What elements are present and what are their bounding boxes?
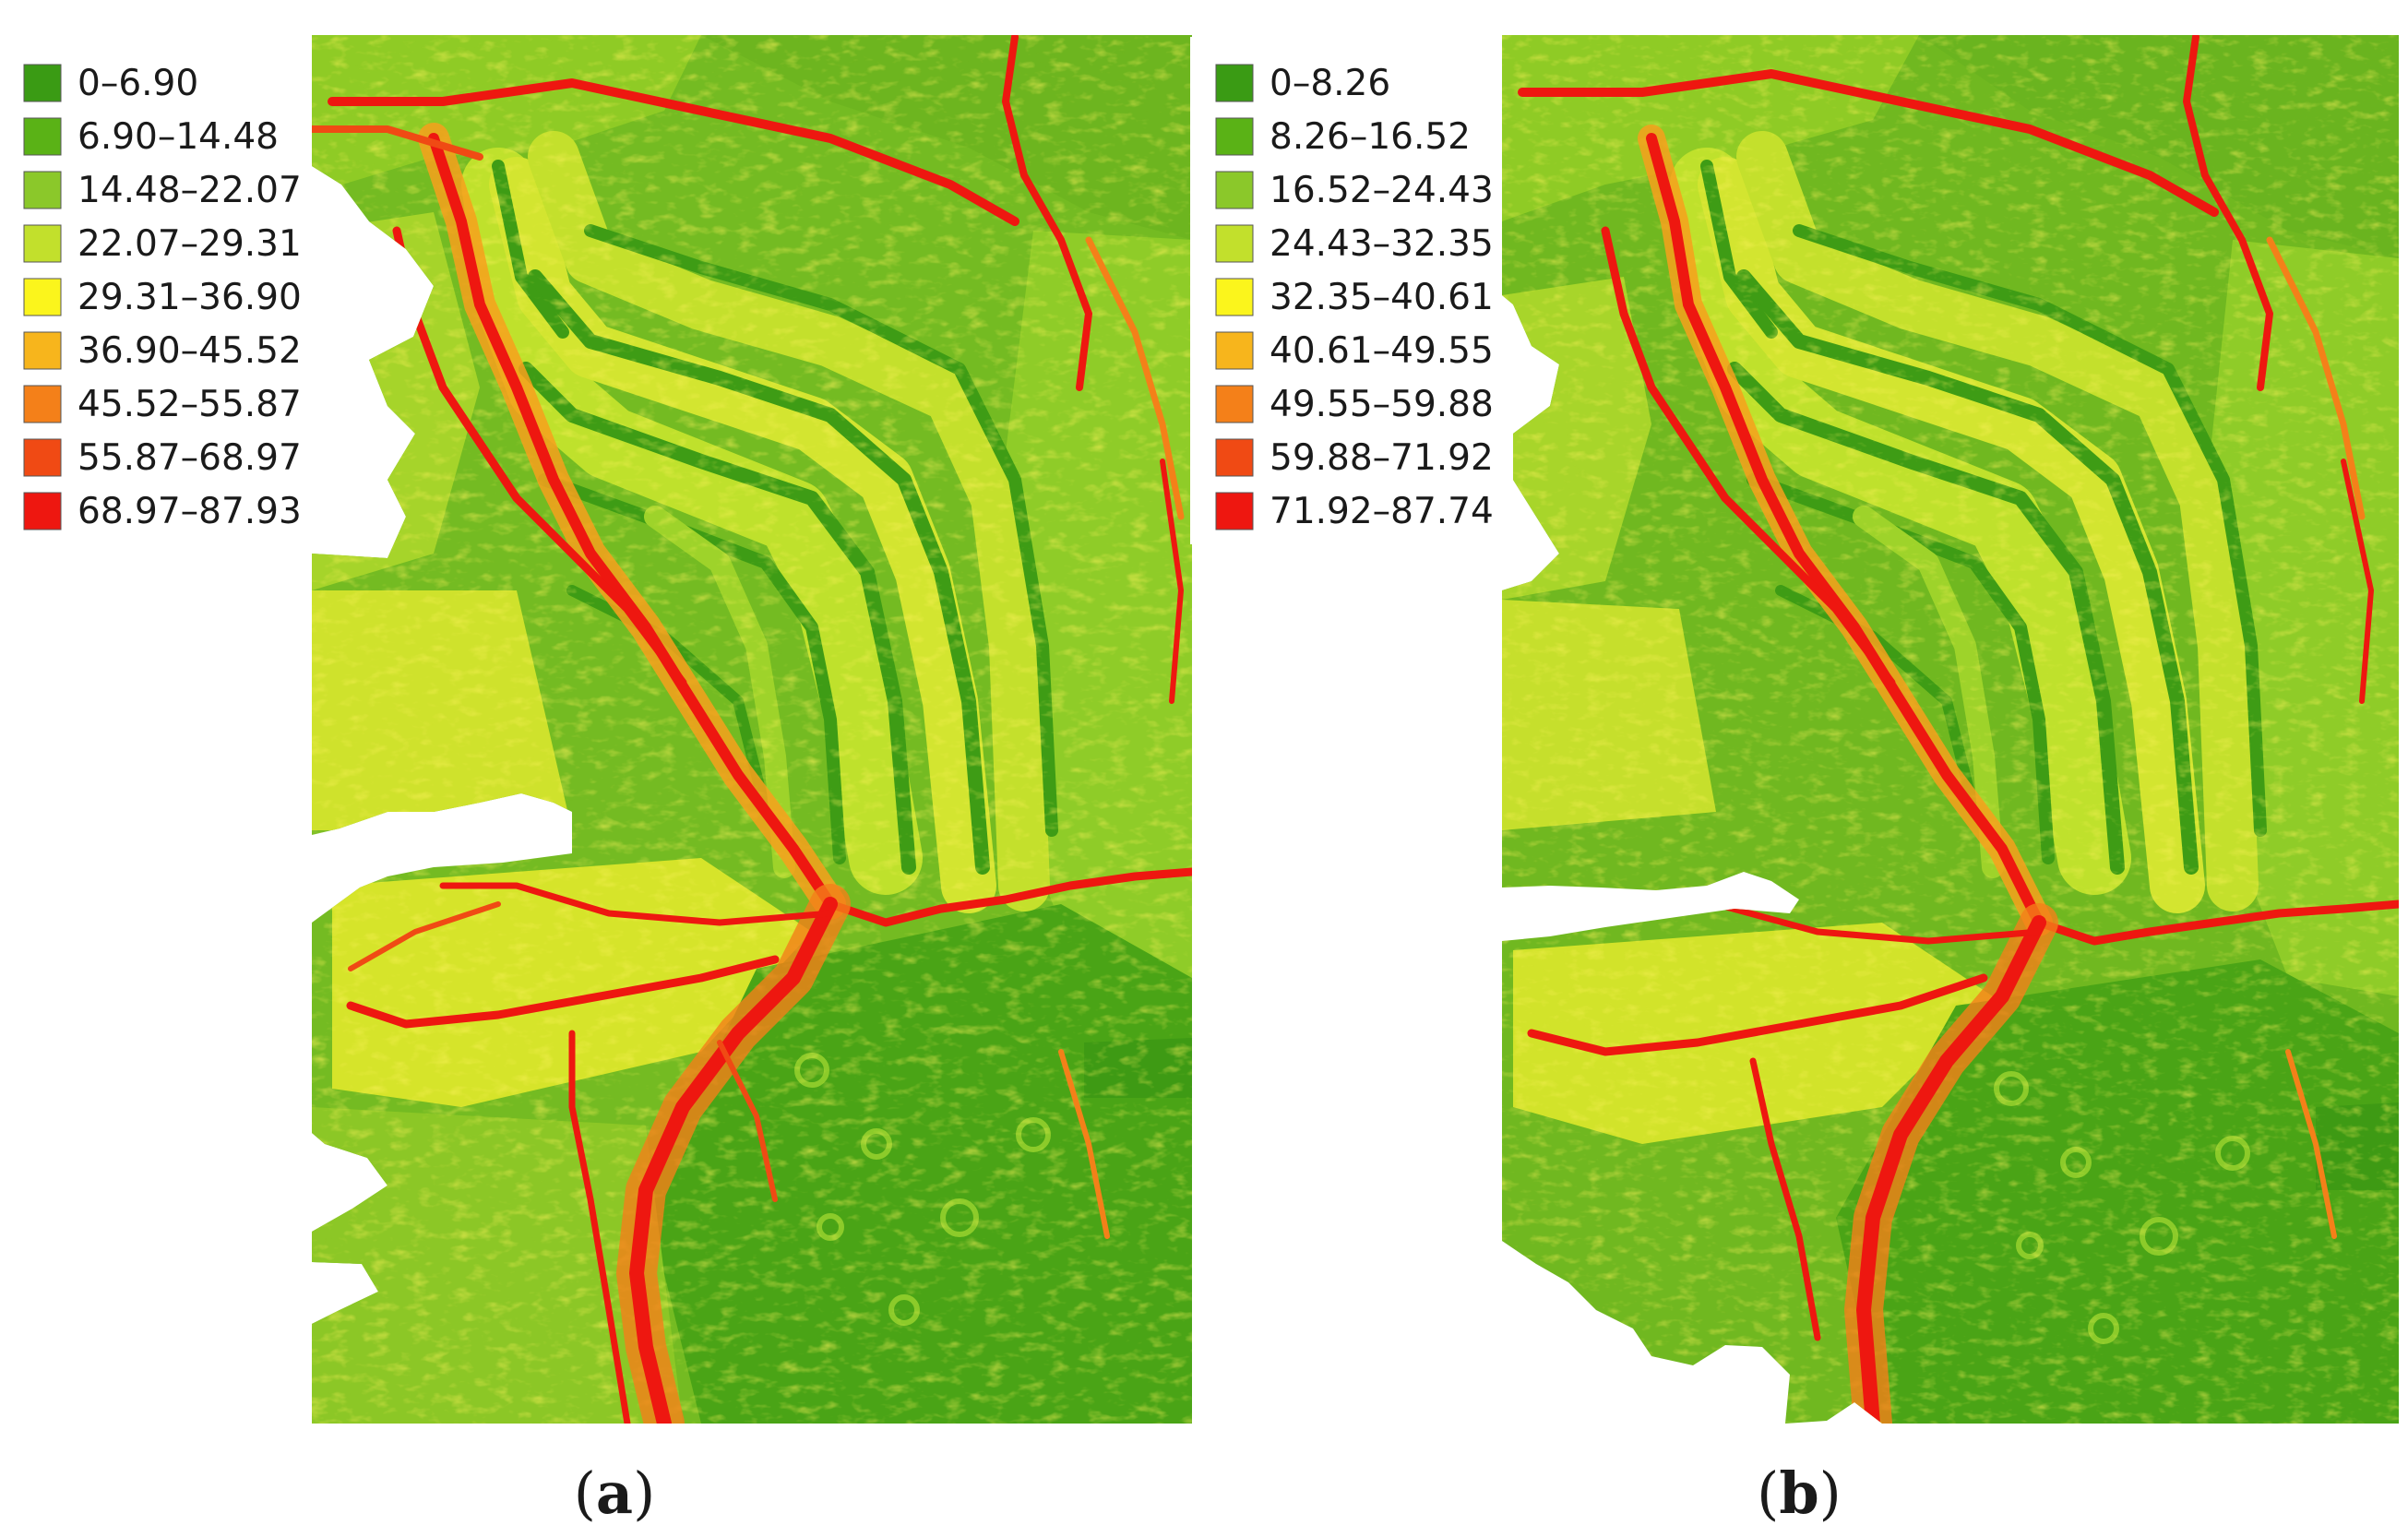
legend-label: 0–6.90 — [77, 63, 198, 104]
legend-swatch — [23, 331, 62, 370]
slope-map-b — [1502, 35, 2399, 1424]
legend-panel-a: 0–6.90 6.90–14.48 14.48–22.07 22.07–29.31 29… — [0, 37, 312, 544]
legend-label: 22.07–29.31 — [77, 223, 302, 265]
legend-label: 32.35–40.61 — [1270, 277, 1494, 318]
legend-label: 24.43–32.35 — [1270, 223, 1494, 265]
legend-swatch — [23, 438, 62, 477]
legend-panel-b: 0–8.26 8.26–16.52 16.52–24.43 24.43–32.35 32… — [1190, 37, 1502, 544]
legend-label: 16.52–24.43 — [1270, 170, 1494, 211]
legend-swatch — [23, 278, 62, 316]
legend-label: 29.31–36.90 — [77, 277, 302, 318]
panel-caption-b-letter: b — [1779, 1460, 1818, 1527]
legend-swatch — [1215, 438, 1254, 477]
legend-label: 0–8.26 — [1270, 63, 1390, 104]
legend-swatch — [1215, 331, 1254, 370]
legend-label: 8.26–16.52 — [1270, 116, 1471, 158]
slope-map-a — [312, 35, 1192, 1424]
legend-label: 36.90–45.52 — [77, 330, 302, 372]
panel-caption-a: (a) — [574, 1460, 656, 1527]
legend-swatch — [23, 171, 62, 209]
legend-swatch — [23, 492, 62, 530]
legend-swatch — [1215, 117, 1254, 156]
legend-swatch — [23, 117, 62, 156]
legend-label: 40.61–49.55 — [1270, 330, 1494, 372]
legend-label: 59.88–71.92 — [1270, 437, 1494, 479]
legend-swatch — [1215, 64, 1254, 102]
panel-caption-a-letter: a — [596, 1460, 633, 1527]
legend-label: 71.92–87.74 — [1270, 491, 1494, 532]
panel-caption-b: (b) — [1757, 1460, 1842, 1527]
legend-label: 45.52–55.87 — [77, 384, 302, 425]
legend-swatch — [1215, 385, 1254, 423]
legend-label: 14.48–22.07 — [77, 170, 302, 211]
legend-swatch — [23, 224, 62, 263]
legend-label: 55.87–68.97 — [77, 437, 302, 479]
legend-swatch — [23, 64, 62, 102]
legend-swatch — [1215, 492, 1254, 530]
legend-swatch — [1215, 171, 1254, 209]
legend-swatch — [1215, 224, 1254, 263]
legend-swatch — [1215, 278, 1254, 316]
legend-label: 49.55–59.88 — [1270, 384, 1494, 425]
legend-swatch — [23, 385, 62, 423]
legend-label: 68.97–87.93 — [77, 491, 302, 532]
legend-label: 6.90–14.48 — [77, 116, 279, 158]
